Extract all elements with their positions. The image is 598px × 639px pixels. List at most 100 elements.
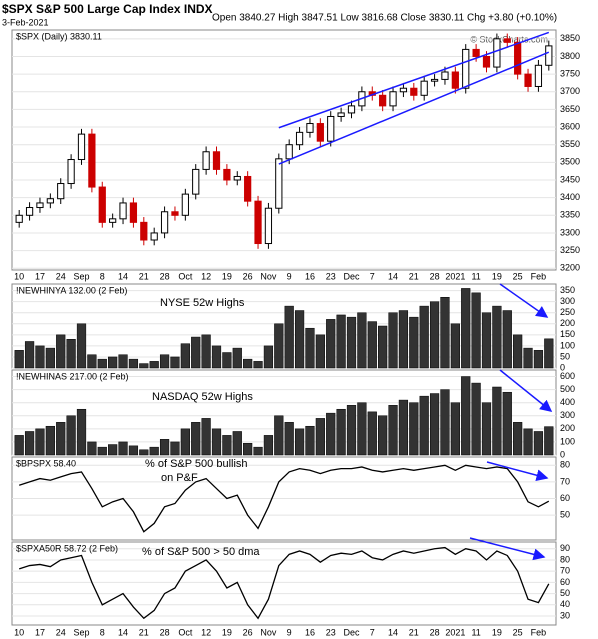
panel-frame xyxy=(11,541,557,626)
bar xyxy=(243,442,253,456)
y-tick-label: 0 xyxy=(560,449,565,459)
bar xyxy=(378,325,388,369)
bar xyxy=(211,345,222,369)
candle-body xyxy=(129,202,138,223)
candle-body xyxy=(233,175,241,181)
x-tick-label: 21 xyxy=(409,627,419,637)
candle-body xyxy=(316,123,324,142)
candle-body xyxy=(57,183,65,200)
bar xyxy=(346,316,357,369)
bar xyxy=(419,305,429,369)
x-tick-label: 21 xyxy=(139,271,149,281)
candle-body xyxy=(254,200,262,245)
bar xyxy=(513,334,523,369)
bar xyxy=(159,354,170,369)
y-tick-label: 3800 xyxy=(560,51,580,61)
x-tick-label: 9 xyxy=(287,627,292,637)
bar xyxy=(315,334,325,369)
y-tick-label: 3850 xyxy=(560,33,580,43)
line xyxy=(18,546,550,620)
bar xyxy=(222,435,232,456)
bar xyxy=(35,345,45,369)
candle-body xyxy=(337,112,345,117)
bar xyxy=(97,358,107,369)
bar xyxy=(398,399,409,456)
candle-body xyxy=(545,45,553,66)
bar xyxy=(149,446,159,456)
x-tick-label: 12 xyxy=(201,627,211,637)
x-tick-label: 16 xyxy=(305,627,315,637)
x-tick-label: 14 xyxy=(118,627,128,637)
x-tick-label: Dec xyxy=(343,627,360,637)
bar xyxy=(108,444,118,456)
y-tick-label: 40 xyxy=(560,599,570,609)
x-tick-label: 11 xyxy=(471,271,480,281)
candle-body xyxy=(420,80,428,96)
bar xyxy=(56,334,66,369)
bar xyxy=(222,352,232,369)
y-tick-label: 200 xyxy=(560,318,575,328)
y-tick-label: 3250 xyxy=(560,245,580,255)
candle-body xyxy=(88,133,96,188)
bar xyxy=(45,425,55,456)
bar xyxy=(294,310,305,369)
bar xyxy=(513,422,523,456)
bar xyxy=(243,358,253,369)
x-tick-label: 23 xyxy=(326,627,336,637)
bar xyxy=(544,338,554,369)
bar xyxy=(263,345,274,369)
bar xyxy=(232,347,242,369)
x-tick-label: 19 xyxy=(492,627,502,637)
date: 3-Feb-2021 xyxy=(2,17,49,27)
bar xyxy=(170,441,180,456)
bar xyxy=(56,422,66,456)
bar xyxy=(24,341,35,369)
candle-body xyxy=(524,73,532,87)
bar xyxy=(378,415,388,456)
x-tick-label: Oct xyxy=(178,627,193,637)
bar xyxy=(201,418,211,456)
candle-body xyxy=(285,144,293,160)
bar xyxy=(305,425,315,456)
bar xyxy=(502,391,512,456)
x-tick-label: 2021 xyxy=(445,627,465,637)
x-tick-label: 7 xyxy=(370,271,375,281)
y-tick-label: 3750 xyxy=(560,68,580,78)
bar xyxy=(191,336,201,369)
candle-body xyxy=(192,168,200,195)
x-tick-label: 19 xyxy=(222,271,232,281)
bar xyxy=(419,395,429,456)
x-tick-label: 10 xyxy=(14,271,24,281)
bar xyxy=(294,428,305,456)
panel-legend: !NEWHINAS 217.00 (2 Feb) xyxy=(16,371,129,381)
bar xyxy=(284,305,294,369)
y-tick-label: 100 xyxy=(560,436,575,446)
candle-body xyxy=(462,48,470,89)
bar xyxy=(305,327,315,369)
arrow xyxy=(499,369,553,412)
bar xyxy=(253,361,263,369)
x-tick-label: 8 xyxy=(100,627,105,637)
candle-body xyxy=(534,64,543,87)
x-tick-label: 25 xyxy=(513,627,523,637)
bar xyxy=(14,435,24,456)
candle-body xyxy=(15,214,23,223)
bar xyxy=(471,292,481,369)
bar xyxy=(76,408,87,456)
x-tick-label: 24 xyxy=(56,627,66,637)
candle-body xyxy=(275,158,283,209)
x-tick-label: 28 xyxy=(160,627,170,637)
title: $SPX S&P 500 Large Cap Index INDX xyxy=(2,2,213,16)
bar xyxy=(492,386,502,456)
candle-body xyxy=(441,71,449,80)
bar xyxy=(191,422,201,456)
candle-body xyxy=(482,55,491,68)
y-tick-label: 3300 xyxy=(560,227,580,237)
x-tick-label: Nov xyxy=(260,271,277,281)
bar xyxy=(45,347,55,369)
bar xyxy=(211,428,222,456)
x-tick-label: 16 xyxy=(305,271,315,281)
x-tick-label: 26 xyxy=(243,271,253,281)
panel-title: NYSE 52w Highs xyxy=(160,297,245,309)
